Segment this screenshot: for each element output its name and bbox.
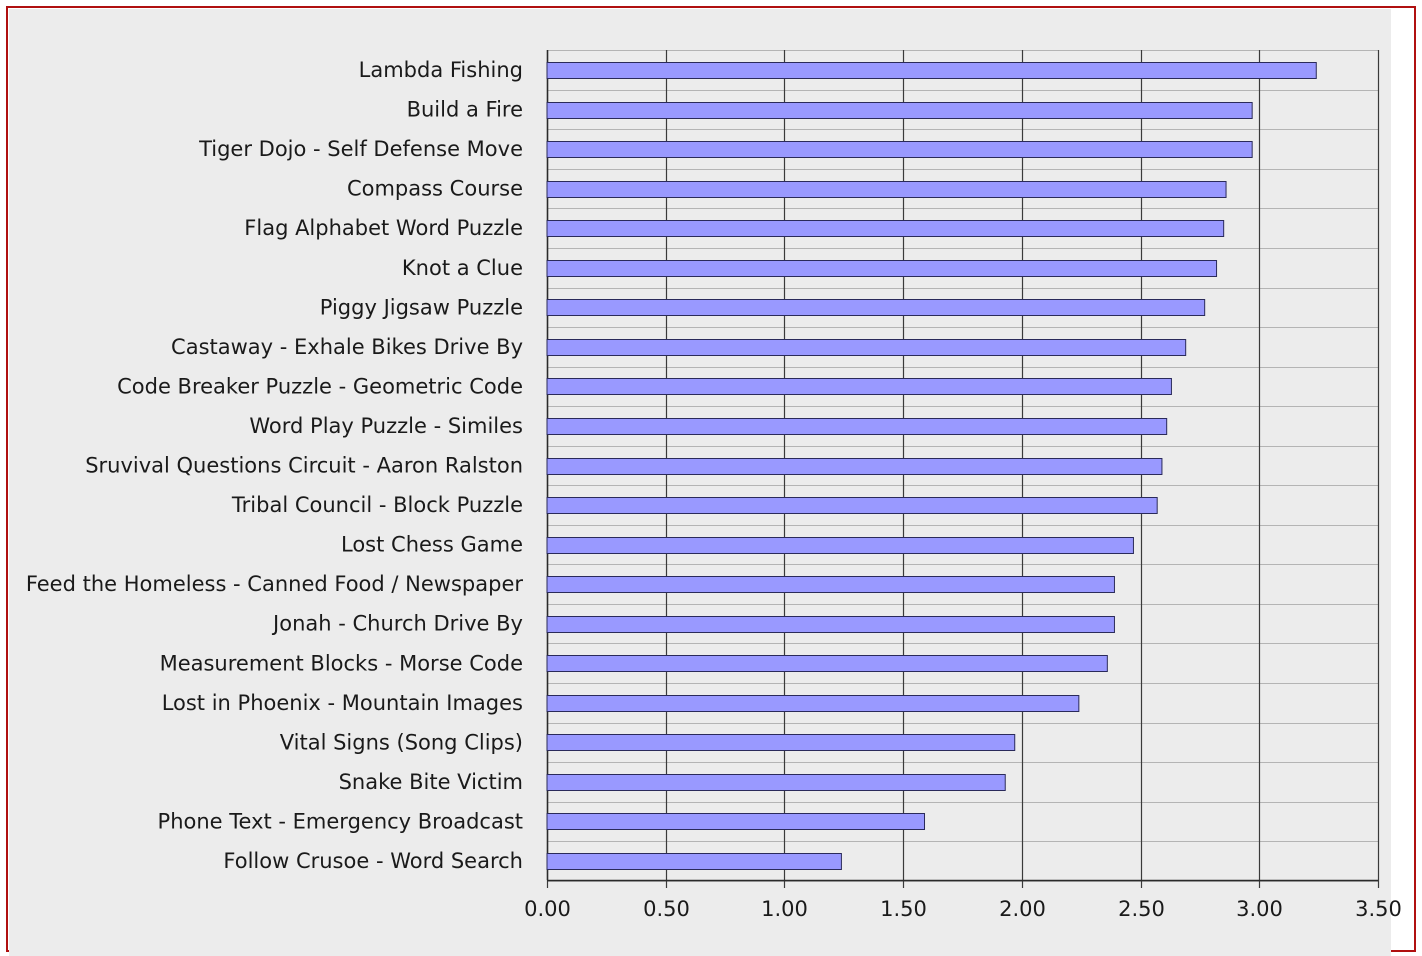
- category-label: Follow Crusoe - Word Search: [223, 849, 523, 873]
- category-label: Snake Bite Victim: [339, 770, 523, 794]
- x-tick-label: 2.00: [999, 897, 1046, 921]
- bar: [546, 537, 1134, 554]
- bar: [546, 813, 926, 830]
- x-tick-label: 3.50: [1355, 897, 1402, 921]
- x-tick-label: 2.50: [1118, 897, 1165, 921]
- category-label: Tribal Council - Block Puzzle: [231, 493, 523, 517]
- category-label: Code Breaker Puzzle - Geometric Code: [117, 374, 523, 398]
- bar: [546, 695, 1080, 712]
- x-tick-label: 1.50: [880, 897, 927, 921]
- category-label: Sruvival Questions Circuit - Aaron Ralst…: [85, 454, 523, 478]
- bar: [546, 616, 1115, 633]
- bar: [546, 497, 1158, 514]
- minor-grid-lines: [547, 50, 1378, 882]
- x-tick-labels: 0.00 0.50 1.00 1.50 2.00 2.50 3.00 3.50: [524, 897, 1402, 921]
- category-label: Compass Course: [347, 177, 523, 201]
- x-tick-label: 1.00: [761, 897, 808, 921]
- bar: [546, 62, 1317, 79]
- category-label: Word Play Puzzle - Similes: [249, 414, 523, 438]
- bar: [546, 418, 1168, 435]
- category-label: Vital Signs (Song Clips): [280, 730, 523, 754]
- category-label: Lost Chess Game: [341, 533, 523, 557]
- bar: [546, 853, 842, 870]
- bar: [546, 734, 1016, 751]
- x-tick-label: 0.50: [643, 897, 690, 921]
- category-label: Measurement Blocks - Morse Code: [160, 651, 523, 675]
- x-tick-label: 0.00: [524, 897, 571, 921]
- bar: [546, 576, 1115, 593]
- category-label: Castaway - Exhale Bikes Drive By: [171, 335, 523, 359]
- bar: [546, 299, 1206, 316]
- category-label: Lambda Fishing: [359, 58, 523, 82]
- bar: [546, 378, 1172, 395]
- category-label: Lost in Phoenix - Mountain Images: [162, 691, 523, 715]
- x-tick-label: 3.00: [1236, 897, 1283, 921]
- bar: [546, 339, 1187, 356]
- category-label: Knot a Clue: [402, 256, 523, 280]
- plot-background: [9, 9, 1391, 956]
- bar: [546, 260, 1218, 277]
- bar: [546, 141, 1253, 158]
- category-label: Piggy Jigsaw Puzzle: [320, 295, 523, 319]
- bar: [546, 102, 1253, 119]
- category-label: Tiger Dojo - Self Defense Move: [198, 137, 523, 161]
- category-label: Feed the Homeless - Canned Food / Newspa…: [26, 572, 524, 596]
- category-label: Jonah - Church Drive By: [271, 612, 523, 636]
- bar: [546, 655, 1108, 672]
- bar: [546, 181, 1227, 198]
- category-label: Flag Alphabet Word Puzzle: [244, 216, 523, 240]
- category-label: Phone Text - Emergency Broadcast: [158, 809, 523, 833]
- category-labels: Lambda Fishing Build a Fire Tiger Dojo - S…: [26, 58, 524, 873]
- bars: [546, 62, 1317, 870]
- category-label: Build a Fire: [407, 98, 523, 122]
- bar: [546, 458, 1163, 475]
- bar: [546, 220, 1225, 237]
- bar: [546, 774, 1006, 791]
